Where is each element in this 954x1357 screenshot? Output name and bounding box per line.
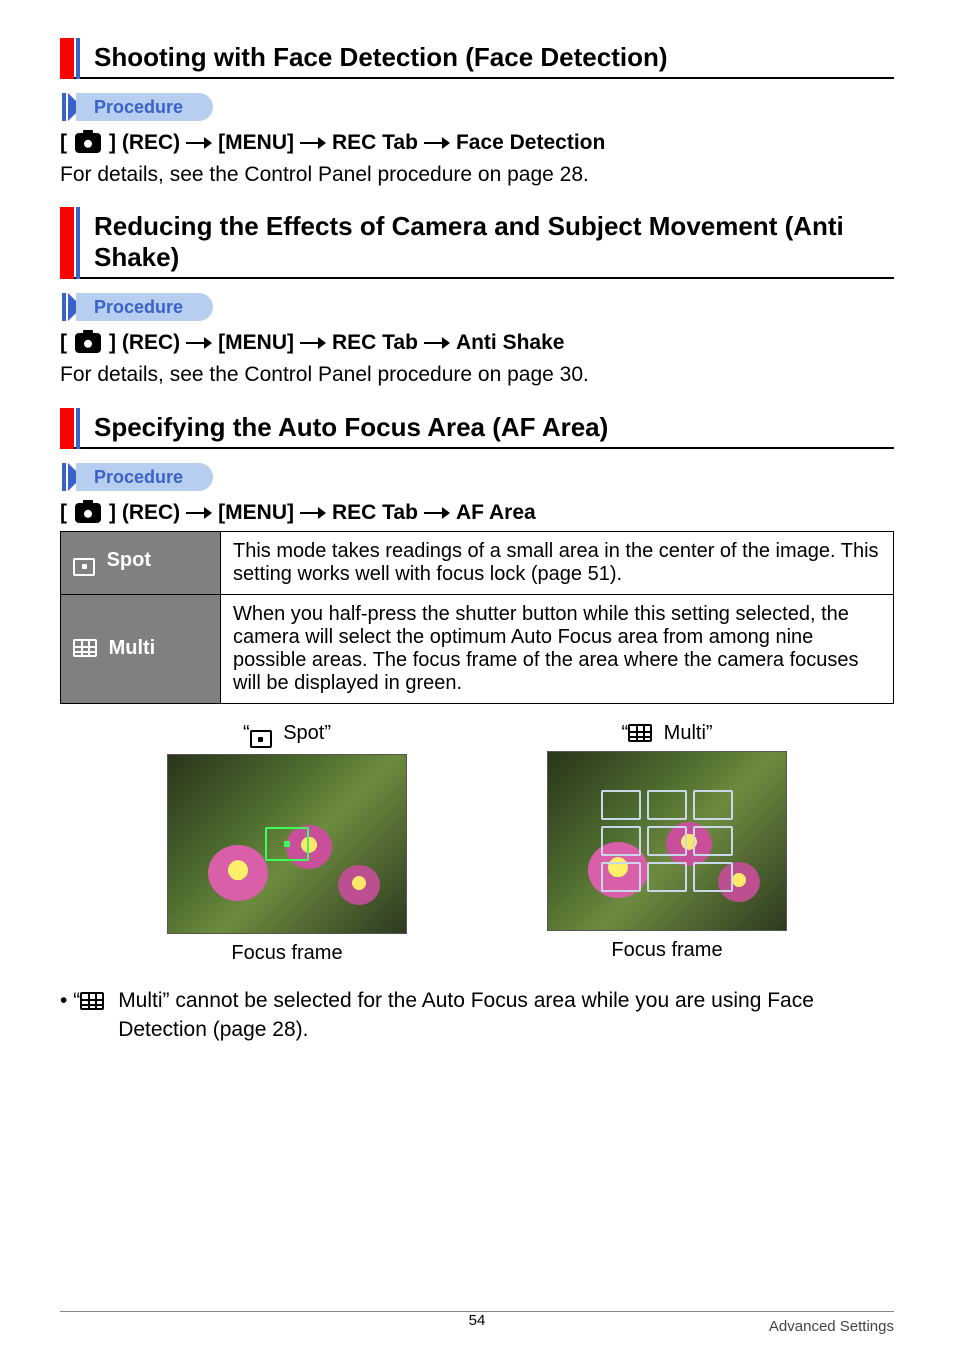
page-number: 54 bbox=[469, 1312, 486, 1329]
section-title: Reducing the Effects of Camera and Subje… bbox=[94, 207, 894, 279]
flower-shape bbox=[208, 845, 268, 901]
arrow-icon bbox=[186, 137, 212, 149]
table-row: Multi When you half-press the shutter bu… bbox=[61, 594, 894, 703]
menu-path: [ ] (REC) [MENU] REC Tab Anti Shake bbox=[60, 331, 894, 355]
sample-caption-label: Spot” bbox=[283, 722, 331, 744]
table-row-label: Spot bbox=[107, 549, 151, 571]
arrow-icon bbox=[186, 507, 212, 519]
section-body: For details, see the Control Panel proce… bbox=[60, 361, 894, 389]
procedure-label: Procedure bbox=[76, 293, 213, 321]
procedure-lozenge: Procedure bbox=[60, 463, 894, 491]
table-cell: This mode takes readings of a small area… bbox=[221, 531, 894, 594]
section-heading-anti-shake: Reducing the Effects of Camera and Subje… bbox=[60, 207, 894, 279]
path-segment: ] (REC) bbox=[109, 131, 180, 155]
table-row: Spot This mode takes readings of a small… bbox=[61, 531, 894, 594]
section-title: Shooting with Face Detection (Face Detec… bbox=[94, 38, 894, 79]
note-bullet: • “ bbox=[60, 987, 110, 1044]
page-footer: 54 Advanced Settings bbox=[60, 1311, 894, 1335]
heading-red-bar bbox=[60, 408, 74, 449]
section-title: Specifying the Auto Focus Area (AF Area) bbox=[94, 408, 894, 449]
rec-mode-icon bbox=[75, 503, 101, 523]
heading-blue-bar bbox=[76, 38, 80, 79]
heading-red-bar bbox=[60, 38, 74, 79]
procedure-bar bbox=[62, 293, 66, 321]
sample-spot: “ Spot” Focus frame bbox=[167, 722, 407, 966]
footer-section-label: Advanced Settings bbox=[769, 1318, 894, 1335]
path-segment: Face Detection bbox=[456, 131, 605, 155]
menu-path: [ ] (REC) [MENU] REC Tab Face Detection bbox=[60, 131, 894, 155]
path-segment: [MENU] bbox=[218, 131, 294, 155]
arrow-icon bbox=[424, 137, 450, 149]
sample-caption-bottom: Focus frame bbox=[547, 939, 787, 962]
sample-thumbnail-multi bbox=[547, 751, 787, 931]
procedure-lozenge: Procedure bbox=[60, 93, 894, 121]
path-segment: [MENU] bbox=[218, 331, 294, 355]
arrow-icon bbox=[424, 507, 450, 519]
arrow-icon bbox=[186, 337, 212, 349]
arrow-icon bbox=[424, 337, 450, 349]
path-segment: ] (REC) bbox=[109, 331, 180, 355]
af-area-table: Spot This mode takes readings of a small… bbox=[60, 531, 894, 704]
table-row-label: Multi bbox=[109, 637, 156, 659]
path-segment: ] (REC) bbox=[109, 501, 180, 525]
path-open-bracket: [ bbox=[60, 131, 67, 155]
spot-icon bbox=[250, 730, 272, 748]
multi-icon bbox=[80, 992, 104, 1010]
flower-shape bbox=[338, 865, 380, 905]
rec-mode-icon bbox=[75, 333, 101, 353]
rec-mode-icon bbox=[75, 133, 101, 153]
path-segment: AF Area bbox=[456, 501, 536, 525]
arrow-icon bbox=[300, 507, 326, 519]
heading-blue-bar bbox=[76, 207, 80, 279]
sample-caption-bottom: Focus frame bbox=[167, 942, 407, 965]
footnote: • “ Multi” cannot be selected for the Au… bbox=[60, 987, 894, 1044]
procedure-label: Procedure bbox=[76, 93, 213, 121]
path-segment: Anti Shake bbox=[456, 331, 565, 355]
focus-frame-multi-icon bbox=[601, 790, 733, 892]
path-open-bracket: [ bbox=[60, 331, 67, 355]
note-prefix: • “ bbox=[60, 989, 80, 1012]
spot-icon bbox=[73, 558, 95, 576]
section-body: For details, see the Control Panel proce… bbox=[60, 161, 894, 189]
quote-open: “ bbox=[243, 722, 250, 744]
sample-images-row: “ Spot” Focus frame “ Multi” bbox=[60, 722, 894, 966]
note-text: Multi” cannot be selected for the Auto F… bbox=[118, 987, 894, 1044]
heading-blue-bar bbox=[76, 408, 80, 449]
procedure-lozenge: Procedure bbox=[60, 293, 894, 321]
focus-frame-spot-icon bbox=[265, 827, 309, 861]
sample-caption-top: “ Multi” bbox=[547, 722, 787, 745]
sample-thumbnail-spot bbox=[167, 754, 407, 934]
page: Shooting with Face Detection (Face Detec… bbox=[0, 0, 954, 1357]
menu-path: [ ] (REC) [MENU] REC Tab AF Area bbox=[60, 501, 894, 525]
table-header-cell: Multi bbox=[61, 594, 221, 703]
procedure-bar bbox=[62, 93, 66, 121]
table-header-cell: Spot bbox=[61, 531, 221, 594]
path-segment: [MENU] bbox=[218, 501, 294, 525]
procedure-label: Procedure bbox=[76, 463, 213, 491]
multi-icon bbox=[73, 639, 97, 657]
sample-caption-top: “ Spot” bbox=[167, 722, 407, 749]
heading-red-bar bbox=[60, 207, 74, 279]
path-segment: REC Tab bbox=[332, 131, 418, 155]
procedure-bar bbox=[62, 463, 66, 491]
table-cell: When you half-press the shutter button w… bbox=[221, 594, 894, 703]
sample-multi: “ Multi” Focus frame bbox=[547, 722, 787, 966]
path-segment: REC Tab bbox=[332, 331, 418, 355]
quote-open: “ bbox=[621, 722, 628, 744]
sample-caption-label: Multi” bbox=[664, 722, 713, 744]
arrow-icon bbox=[300, 137, 326, 149]
arrow-icon bbox=[300, 337, 326, 349]
multi-icon bbox=[628, 724, 652, 742]
section-heading-face-detection: Shooting with Face Detection (Face Detec… bbox=[60, 38, 894, 79]
path-segment: REC Tab bbox=[332, 501, 418, 525]
section-heading-af-area: Specifying the Auto Focus Area (AF Area) bbox=[60, 408, 894, 449]
path-open-bracket: [ bbox=[60, 501, 67, 525]
